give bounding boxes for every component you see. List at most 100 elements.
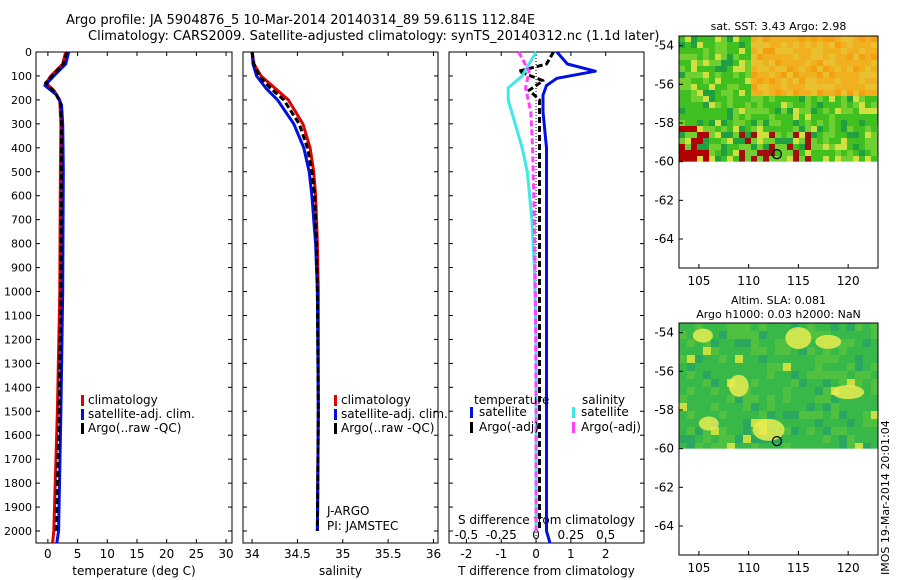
- map-cell: [863, 395, 871, 403]
- map-cell: [863, 435, 871, 443]
- map-cell: [751, 72, 757, 78]
- map-cell: [829, 144, 835, 150]
- map-cell: [703, 339, 711, 347]
- map-cell: [835, 132, 841, 138]
- map-cell: [839, 419, 847, 427]
- map-cell: [829, 60, 835, 66]
- map-cell: [719, 411, 727, 419]
- map-cell: [751, 36, 757, 42]
- map-cell: [865, 72, 871, 78]
- map-cell: [811, 108, 817, 114]
- map-cell: [847, 66, 853, 72]
- map-cell: [687, 435, 695, 443]
- map-cell: [859, 90, 865, 96]
- map-cell: [695, 355, 703, 363]
- map-cell: [871, 443, 878, 449]
- map-cell: [847, 90, 853, 96]
- map-cell: [863, 387, 871, 395]
- map-cell: [841, 144, 847, 150]
- map-cell: [715, 132, 721, 138]
- map-cell: [781, 138, 787, 144]
- map-cell: [711, 395, 719, 403]
- map-cell: [727, 48, 733, 54]
- map-cell: [733, 36, 739, 42]
- map-cell: [855, 355, 863, 363]
- map-cell: [735, 331, 743, 339]
- map-cell: [811, 54, 817, 60]
- map-cell: [805, 54, 811, 60]
- map-cell: [751, 403, 759, 411]
- y-tick-label: 600: [11, 190, 32, 203]
- map-cell: [719, 371, 727, 379]
- map-cell: [791, 419, 799, 427]
- map-cell: [709, 78, 715, 84]
- map-cell: [679, 331, 687, 339]
- map-cell: [787, 48, 793, 54]
- map-cell: [711, 435, 719, 443]
- map-cell: [841, 78, 847, 84]
- map-cell: [679, 387, 687, 395]
- map-cell: [697, 120, 703, 126]
- map-cell: [715, 156, 721, 162]
- map-cell: [787, 144, 793, 150]
- map-cell: [733, 84, 739, 90]
- x-tick-label: 1: [567, 547, 575, 561]
- map-cell: [807, 387, 815, 395]
- map-cell: [855, 331, 863, 339]
- map-cell: [799, 138, 805, 144]
- map-cell: [829, 138, 835, 144]
- map-cell: [831, 371, 839, 379]
- map-cell: [775, 54, 781, 60]
- map-cell: [847, 144, 853, 150]
- map-cell: [841, 138, 847, 144]
- map-cell: [695, 363, 703, 371]
- map-cell: [711, 331, 719, 339]
- map-cell: [817, 42, 823, 48]
- map-cell: [853, 66, 859, 72]
- map-cell: [853, 108, 859, 114]
- map-cell: [715, 36, 721, 42]
- map-cell: [697, 72, 703, 78]
- map-cell: [829, 96, 835, 102]
- map-cell: [835, 108, 841, 114]
- map-cell: [799, 379, 807, 387]
- map-cell: [757, 120, 763, 126]
- map-x-tick-label: 115: [787, 274, 810, 288]
- map-cell: [781, 108, 787, 114]
- map-cell: [697, 66, 703, 72]
- map-cell: [799, 120, 805, 126]
- map-cell: [697, 96, 703, 102]
- map-cell: [841, 36, 847, 42]
- map-cell: [719, 443, 727, 449]
- map-cell: [727, 66, 733, 72]
- map-cell: [853, 144, 859, 150]
- map-cell: [787, 36, 793, 42]
- map-cell: [841, 42, 847, 48]
- map-cell: [733, 156, 739, 162]
- map-cell: [759, 355, 767, 363]
- map-cell: [783, 419, 791, 427]
- map-cell: [831, 347, 839, 355]
- map-cell: [847, 138, 853, 144]
- map-cell: [703, 48, 709, 54]
- map-cell: [687, 443, 695, 449]
- sla-blob: [692, 328, 713, 343]
- map-cell: [799, 363, 807, 371]
- map-cell: [841, 66, 847, 72]
- map-cell: [709, 138, 715, 144]
- map-cell: [775, 347, 783, 355]
- map-cell: [863, 323, 871, 331]
- map-cell: [871, 323, 878, 331]
- map-cell: [871, 126, 877, 132]
- legend-swatch: [334, 409, 337, 420]
- map-cell: [751, 138, 757, 144]
- map-cell: [805, 126, 811, 132]
- map-cell: [751, 78, 757, 84]
- map-cell: [871, 84, 877, 90]
- map-cell: [799, 371, 807, 379]
- series-line-3: [517, 51, 538, 531]
- map-cell: [751, 395, 759, 403]
- map-cell: [757, 54, 763, 60]
- map-cell: [859, 84, 865, 90]
- map-cell: [775, 331, 783, 339]
